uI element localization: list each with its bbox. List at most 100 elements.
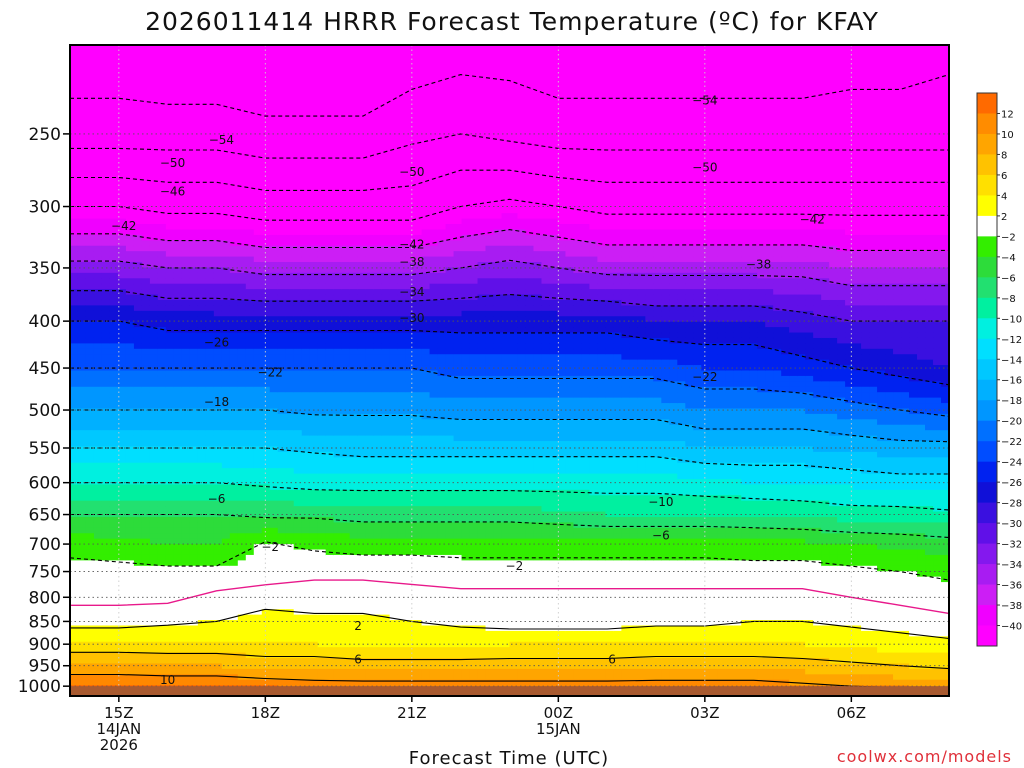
temperature-cell <box>77 506 87 513</box>
temperature-cell <box>341 457 351 464</box>
temperature-cell <box>301 457 311 464</box>
temperature-cell <box>221 224 231 231</box>
temperature-cell <box>349 251 359 258</box>
temperature-cell <box>357 213 367 220</box>
temperature-cell <box>309 609 319 616</box>
temperature-cell <box>149 305 159 312</box>
temperature-cell <box>261 571 271 578</box>
temperature-cell <box>221 652 231 659</box>
temperature-cell <box>261 299 271 306</box>
temperature-cell <box>309 93 319 100</box>
temperature-cell <box>277 213 287 220</box>
temperature-cell <box>109 66 119 73</box>
temperature-cell <box>197 582 207 589</box>
temperature-cell <box>149 636 159 643</box>
temperature-cell <box>181 348 191 355</box>
temperature-cell <box>245 354 255 361</box>
temperature-cell <box>70 120 79 127</box>
temperature-cell <box>181 620 191 627</box>
temperature-cell <box>133 419 143 426</box>
temperature-cell <box>301 137 311 144</box>
temperature-cell <box>165 234 175 241</box>
temperature-cell <box>157 544 167 551</box>
temperature-cell <box>109 77 119 84</box>
temperature-cell <box>333 354 343 361</box>
temperature-cell <box>309 549 319 556</box>
temperature-cell <box>77 104 87 111</box>
temperature-cell <box>269 115 279 122</box>
temperature-cell <box>397 99 407 106</box>
temperature-cell <box>213 169 223 176</box>
temperature-cell <box>333 93 343 100</box>
temperature-cell <box>229 137 239 144</box>
temperature-cell <box>93 299 103 306</box>
temperature-cell <box>309 272 319 279</box>
temperature-cell <box>341 348 351 355</box>
temperature-cell <box>101 674 111 681</box>
temperature-cell <box>213 473 223 480</box>
temperature-cell <box>261 484 271 491</box>
temperature-cell <box>365 620 375 627</box>
temperature-cell <box>381 66 391 73</box>
temperature-cell <box>373 489 383 496</box>
temperature-cell <box>213 310 223 317</box>
temperature-cell <box>365 337 375 344</box>
temperature-cell <box>221 175 231 182</box>
temperature-cell <box>253 451 263 458</box>
temperature-cell <box>365 592 375 599</box>
temperature-cell <box>70 658 79 665</box>
temperature-cell <box>149 500 159 507</box>
temperature-cell <box>261 93 271 100</box>
temperature-cell <box>165 582 175 589</box>
temperature-cell <box>381 441 391 448</box>
temperature-cell <box>157 392 167 399</box>
temperature-cell <box>141 468 151 475</box>
temperature-cell <box>70 479 79 486</box>
temperature-cell <box>221 278 231 285</box>
temperature-cell <box>189 131 199 138</box>
temperature-cell <box>309 392 319 399</box>
temperature-cell <box>125 435 135 442</box>
temperature-cell <box>117 479 127 486</box>
temperature-cell <box>109 175 119 182</box>
temperature-cell <box>301 424 311 431</box>
temperature-cell <box>70 430 79 437</box>
temperature-cell <box>117 251 127 258</box>
temperature-cell <box>277 381 287 388</box>
temperature-cell <box>157 668 167 675</box>
temperature-cell <box>349 538 359 545</box>
temperature-cell <box>317 180 327 187</box>
temperature-cell <box>213 175 223 182</box>
temperature-cell <box>221 137 231 144</box>
temperature-cell <box>349 289 359 296</box>
temperature-cell <box>189 435 199 442</box>
temperature-cell <box>229 186 239 193</box>
temperature-cell <box>181 430 191 437</box>
temperature-cell <box>341 592 351 599</box>
temperature-cell <box>85 511 95 518</box>
temperature-cell <box>277 554 287 561</box>
temperature-cell <box>317 457 327 464</box>
temperature-cell <box>221 213 231 220</box>
temperature-cell <box>389 234 399 241</box>
temperature-cell <box>349 327 359 334</box>
temperature-cell <box>325 262 335 269</box>
temperature-cell <box>125 359 135 366</box>
temperature-cell <box>70 191 79 198</box>
temperature-cell <box>373 207 383 214</box>
temperature-cell <box>221 500 231 507</box>
temperature-cell <box>389 598 399 605</box>
temperature-cell <box>149 403 159 410</box>
temperature-cell <box>333 262 343 269</box>
temperature-cell <box>221 495 231 502</box>
temperature-cell <box>149 544 159 551</box>
temperature-cell <box>397 45 407 52</box>
temperature-cell <box>277 321 287 328</box>
temperature-cell <box>333 609 343 616</box>
temperature-cell <box>70 522 79 529</box>
temperature-cell <box>101 397 111 404</box>
temperature-cell <box>349 240 359 247</box>
temperature-cell <box>197 158 207 165</box>
temperature-cell <box>213 234 223 241</box>
temperature-cell <box>149 202 159 209</box>
